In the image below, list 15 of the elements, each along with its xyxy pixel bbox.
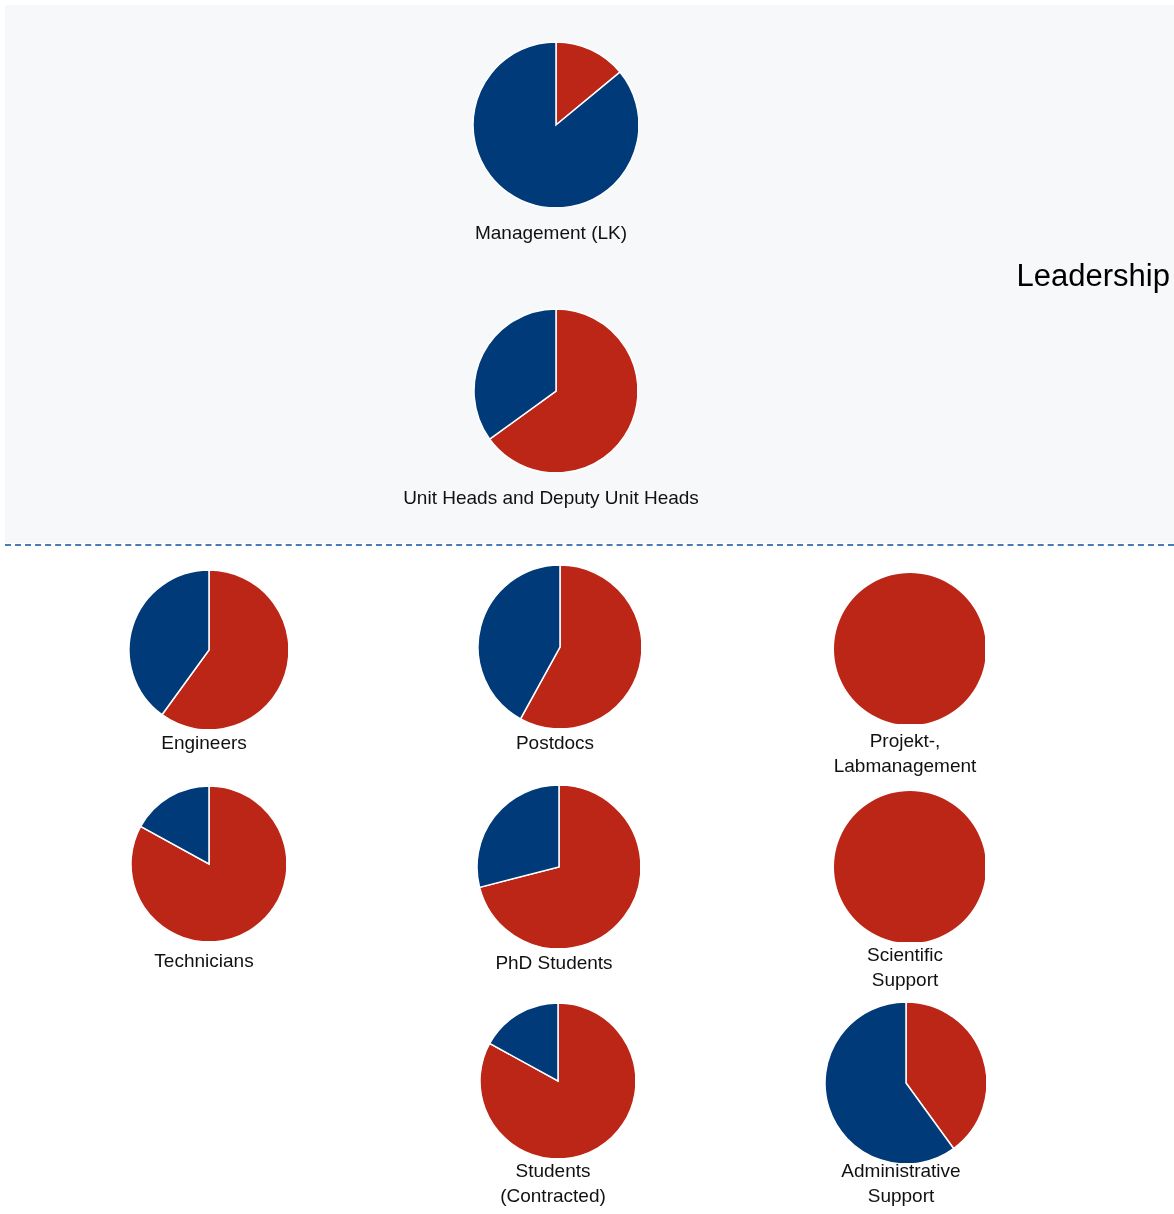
text: Postdocs [514, 731, 596, 755]
pie-slice [472, 41, 638, 207]
text: Engineers [160, 731, 248, 755]
text: Administrative Support [840, 1159, 962, 1208]
text: Scientific Support [866, 943, 944, 992]
text: PhD Students [494, 951, 614, 975]
text: Projekt-, Labmanagement [832, 729, 978, 778]
pie-slice [130, 785, 286, 941]
pie-slice [479, 1002, 635, 1158]
pie-slice [478, 784, 640, 948]
text: Technicians [153, 949, 255, 973]
text: Students (Contracted) [499, 1159, 607, 1208]
text: Management (LK) [473, 221, 629, 245]
text: Leadership [1015, 258, 1170, 294]
text: Unit Heads and Deputy Unit Heads [402, 486, 700, 510]
